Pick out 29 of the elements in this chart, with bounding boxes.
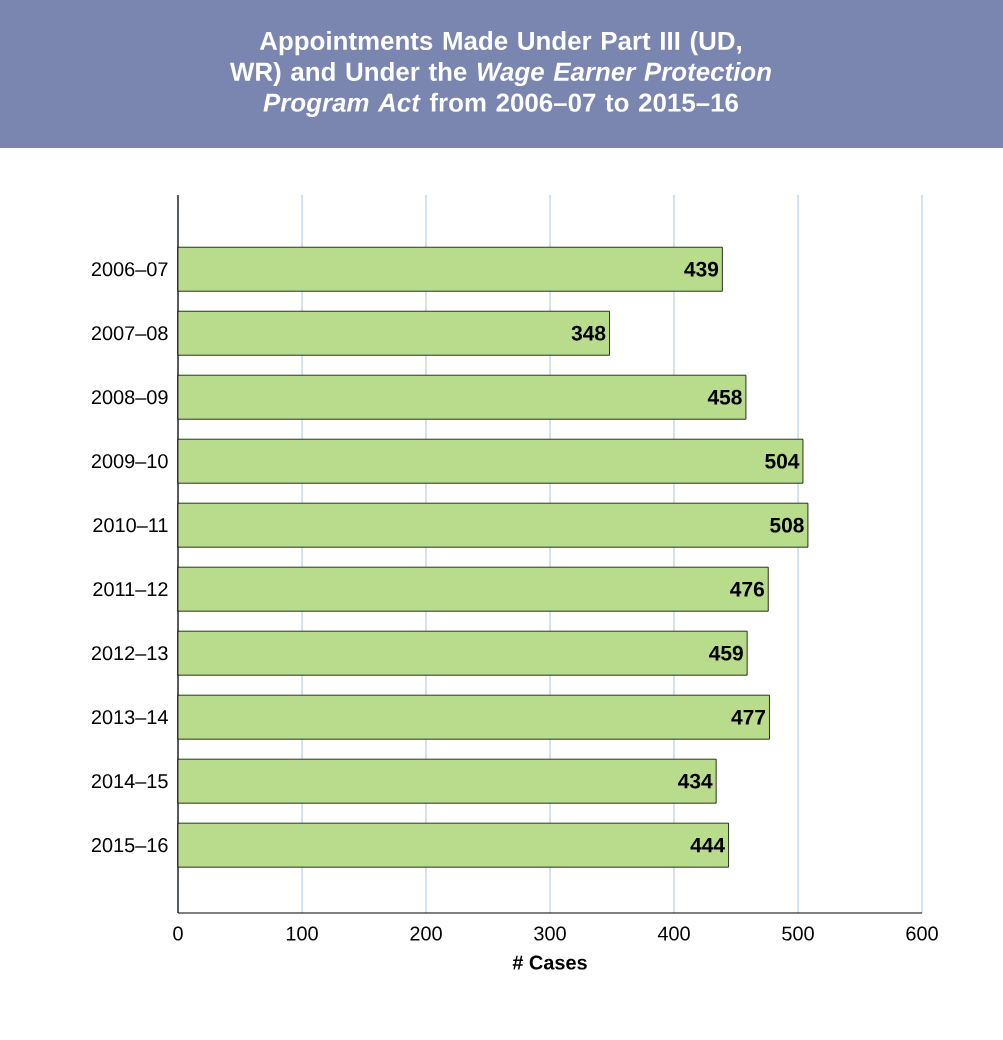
data-label: 444 — [690, 837, 725, 853]
data-label: 477 — [731, 709, 766, 725]
y-tick-label: 2007–08 — [91, 326, 168, 341]
x-tick-label: 200 — [410, 926, 442, 941]
y-tick-label: 2012–13 — [91, 646, 168, 661]
y-tick-label: 2009–10 — [91, 454, 168, 469]
data-label: 459 — [709, 645, 743, 661]
data-label: 504 — [765, 453, 800, 469]
data-label: 348 — [571, 325, 606, 341]
y-tick-label: 2015–16 — [91, 838, 168, 853]
x-axis-title: # Cases — [512, 955, 587, 970]
x-tick-label: 600 — [906, 926, 938, 941]
data-label: 476 — [730, 581, 764, 597]
y-tick-label: 2013–14 — [91, 710, 168, 725]
data-label: 439 — [684, 261, 719, 277]
y-tick-label: 2011–12 — [93, 582, 168, 597]
x-tick-label: 0 — [173, 926, 183, 941]
y-tick-label: 2008–09 — [91, 390, 168, 405]
x-tick-label: 100 — [286, 926, 318, 941]
x-tick-label: 300 — [534, 926, 566, 941]
y-tick-label: 2006–07 — [91, 262, 168, 277]
data-label: 434 — [678, 773, 713, 789]
chart-title: Appointments Made Under Part III (UD, WR) and Under the Wage Earner Protection Program Act from 2006–07 to 2015–16 — [229, 31, 771, 117]
data-label: 508 — [770, 517, 804, 533]
x-tick-label: 500 — [782, 926, 814, 941]
x-tick-label: 400 — [657, 926, 690, 941]
y-tick-label: 2014–15 — [91, 774, 168, 789]
y-tick-label: 2010–11 — [93, 518, 168, 533]
data-label: 458 — [707, 389, 742, 405]
